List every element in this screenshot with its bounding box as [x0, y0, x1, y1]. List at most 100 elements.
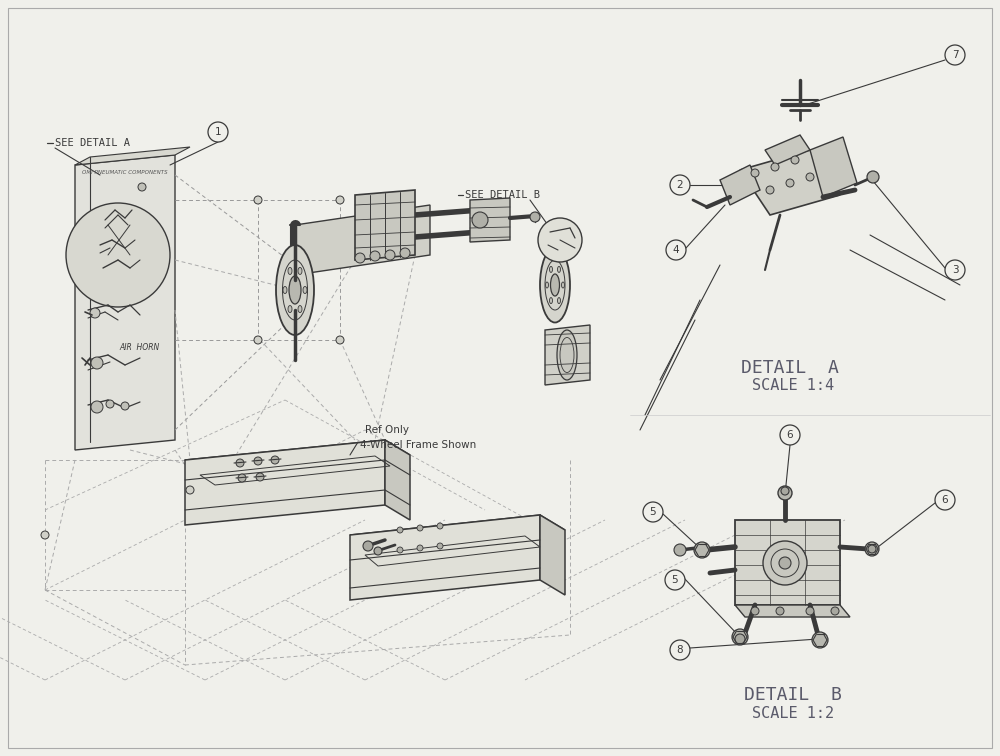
Circle shape: [766, 186, 774, 194]
Circle shape: [778, 486, 792, 500]
Circle shape: [400, 248, 410, 258]
Circle shape: [472, 212, 488, 228]
Ellipse shape: [550, 298, 552, 304]
Polygon shape: [735, 605, 850, 617]
Circle shape: [363, 541, 373, 551]
Text: 5: 5: [672, 575, 678, 585]
Polygon shape: [75, 147, 190, 165]
Circle shape: [865, 542, 879, 556]
Ellipse shape: [289, 276, 301, 304]
Circle shape: [41, 531, 49, 539]
Circle shape: [945, 260, 965, 280]
Circle shape: [106, 400, 114, 408]
Text: 4: 4: [673, 245, 679, 255]
Text: SCALE 1:2: SCALE 1:2: [752, 705, 834, 720]
Circle shape: [385, 250, 395, 260]
Circle shape: [831, 607, 839, 615]
Circle shape: [776, 607, 784, 615]
Text: 8: 8: [677, 645, 683, 655]
Circle shape: [208, 122, 228, 142]
Circle shape: [91, 401, 103, 413]
Ellipse shape: [550, 274, 560, 296]
Ellipse shape: [540, 247, 570, 323]
Circle shape: [780, 425, 800, 445]
Circle shape: [674, 544, 686, 556]
Text: SEE DETAIL A: SEE DETAIL A: [55, 138, 130, 148]
Ellipse shape: [283, 287, 287, 293]
Circle shape: [256, 473, 264, 481]
Circle shape: [397, 527, 403, 533]
Polygon shape: [385, 440, 410, 520]
Circle shape: [935, 490, 955, 510]
Ellipse shape: [298, 268, 302, 274]
Circle shape: [437, 543, 443, 549]
Circle shape: [781, 487, 789, 495]
Circle shape: [236, 459, 244, 467]
Circle shape: [791, 156, 799, 164]
Ellipse shape: [558, 298, 560, 304]
Ellipse shape: [562, 282, 564, 288]
Polygon shape: [540, 515, 565, 595]
Ellipse shape: [298, 305, 302, 312]
Circle shape: [336, 336, 344, 344]
Text: DETAIL  B: DETAIL B: [744, 686, 842, 704]
Ellipse shape: [550, 266, 552, 272]
Circle shape: [530, 212, 540, 222]
Polygon shape: [295, 205, 430, 275]
Text: SEE DETAIL B: SEE DETAIL B: [465, 190, 540, 200]
Circle shape: [91, 357, 103, 369]
Circle shape: [271, 456, 279, 464]
Text: DETAIL  A: DETAIL A: [741, 359, 839, 377]
Polygon shape: [545, 325, 590, 385]
Circle shape: [868, 545, 876, 553]
Text: Ref Only: Ref Only: [365, 425, 409, 435]
Circle shape: [812, 632, 828, 648]
Text: AIR  HORN: AIR HORN: [120, 343, 160, 352]
Circle shape: [763, 541, 807, 585]
Polygon shape: [720, 165, 760, 205]
Circle shape: [779, 557, 791, 569]
Text: OMI PNEUMATIC COMPONENTS: OMI PNEUMATIC COMPONENTS: [82, 169, 168, 175]
Circle shape: [186, 486, 194, 494]
Polygon shape: [185, 440, 385, 525]
Circle shape: [665, 570, 685, 590]
Circle shape: [138, 183, 146, 191]
Circle shape: [370, 251, 380, 261]
Ellipse shape: [303, 287, 307, 293]
Polygon shape: [810, 137, 857, 197]
Text: 1: 1: [215, 127, 221, 137]
Circle shape: [867, 171, 879, 183]
Circle shape: [751, 607, 759, 615]
Text: 2: 2: [677, 180, 683, 190]
Text: 6: 6: [787, 430, 793, 440]
Ellipse shape: [288, 305, 292, 312]
Circle shape: [66, 203, 170, 307]
Circle shape: [771, 163, 779, 171]
Text: 7: 7: [952, 50, 958, 60]
Text: 3: 3: [952, 265, 958, 275]
Ellipse shape: [546, 282, 548, 288]
Polygon shape: [740, 150, 840, 215]
Text: 6: 6: [942, 495, 948, 505]
Polygon shape: [470, 198, 510, 242]
Circle shape: [437, 523, 443, 529]
Circle shape: [806, 173, 814, 181]
Ellipse shape: [558, 266, 560, 272]
Circle shape: [806, 607, 814, 615]
Circle shape: [417, 525, 423, 531]
Circle shape: [254, 336, 262, 344]
Circle shape: [670, 175, 690, 195]
Polygon shape: [765, 135, 810, 165]
Circle shape: [670, 640, 690, 660]
Circle shape: [732, 629, 748, 645]
Circle shape: [735, 634, 745, 644]
Polygon shape: [185, 440, 410, 475]
Circle shape: [355, 253, 365, 263]
Circle shape: [666, 240, 686, 260]
Text: SCALE 1:4: SCALE 1:4: [752, 379, 834, 394]
Polygon shape: [75, 155, 175, 450]
Polygon shape: [350, 515, 565, 550]
Circle shape: [751, 169, 759, 177]
Circle shape: [254, 457, 262, 465]
Ellipse shape: [557, 330, 577, 380]
